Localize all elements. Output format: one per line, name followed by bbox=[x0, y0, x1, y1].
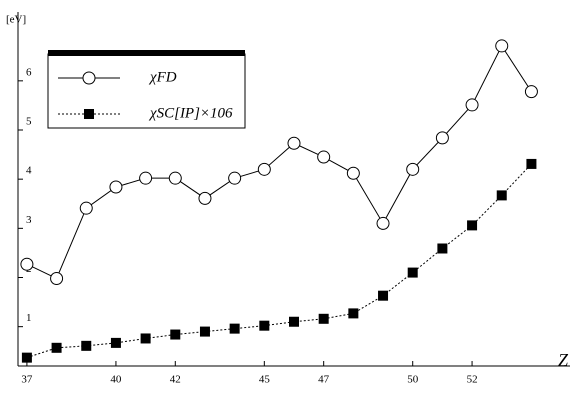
legend-box bbox=[47, 53, 246, 129]
series-line bbox=[26, 163, 532, 359]
marker bbox=[318, 313, 329, 324]
x-tick-label: 47 bbox=[318, 374, 330, 386]
marker bbox=[51, 342, 62, 353]
marker bbox=[199, 326, 210, 337]
x-tick-label: 37 bbox=[21, 374, 33, 386]
legend-top bbox=[48, 50, 245, 56]
marker bbox=[20, 257, 34, 271]
legend-label: χSC[IP]×106 bbox=[148, 105, 233, 121]
marker bbox=[170, 329, 181, 340]
marker bbox=[467, 220, 478, 231]
marker bbox=[524, 85, 538, 99]
x-tick-label: 52 bbox=[467, 374, 478, 386]
marker bbox=[435, 131, 449, 145]
marker bbox=[140, 333, 151, 344]
marker bbox=[376, 216, 390, 230]
y-tick-label: 5 bbox=[26, 116, 32, 128]
marker bbox=[406, 162, 420, 176]
marker bbox=[229, 323, 240, 334]
marker bbox=[50, 271, 64, 285]
y-tick-label: 4 bbox=[26, 165, 32, 177]
marker bbox=[317, 150, 331, 164]
marker bbox=[257, 162, 271, 176]
marker bbox=[259, 320, 270, 331]
x-axis-label: Z bbox=[558, 350, 569, 370]
x-tick-label: 50 bbox=[407, 374, 419, 386]
marker bbox=[289, 316, 299, 327]
y-tick-label: 1 bbox=[26, 312, 32, 324]
y-tick-label: 3 bbox=[26, 214, 32, 226]
marker bbox=[348, 308, 359, 319]
marker bbox=[110, 337, 121, 348]
marker bbox=[407, 267, 418, 278]
marker bbox=[79, 201, 93, 215]
marker bbox=[496, 190, 507, 201]
marker bbox=[168, 171, 182, 185]
marker bbox=[21, 352, 32, 363]
marker bbox=[378, 290, 389, 301]
marker bbox=[81, 340, 92, 351]
marker bbox=[109, 180, 123, 194]
marker bbox=[465, 98, 479, 112]
y-axis-label: [eV] bbox=[6, 14, 26, 26]
marker bbox=[287, 136, 301, 150]
y-tick-label: 6 bbox=[26, 66, 32, 78]
marker bbox=[495, 39, 509, 53]
x-tick-label: 40 bbox=[110, 374, 122, 386]
legend-label: χFD bbox=[148, 69, 177, 85]
legend-marker bbox=[84, 109, 94, 119]
marker bbox=[437, 243, 448, 254]
marker bbox=[198, 191, 212, 205]
marker bbox=[228, 171, 242, 185]
x-tick-label: 42 bbox=[170, 374, 181, 386]
marker bbox=[526, 158, 537, 169]
x-tick-label: 45 bbox=[259, 374, 271, 386]
marker bbox=[346, 166, 360, 180]
legend-marker bbox=[82, 71, 96, 85]
marker bbox=[139, 171, 153, 185]
